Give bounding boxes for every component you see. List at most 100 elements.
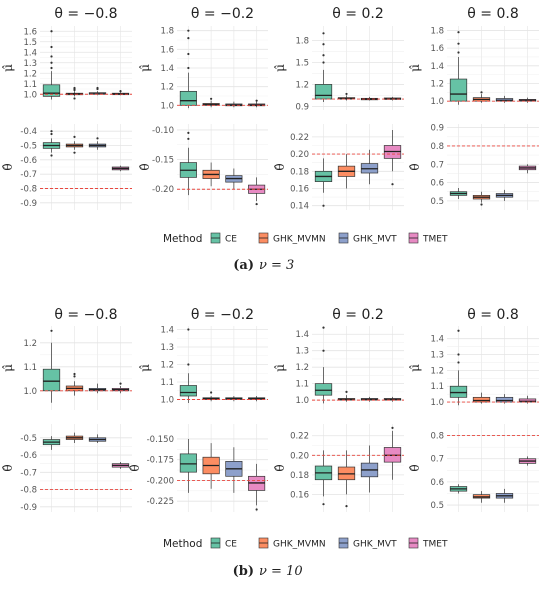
box-CE [449, 484, 468, 494]
panel-title: θ = 0.2 [332, 6, 383, 22]
panel-theta-col1: -0.150 -0.175 -0.200 -0.225 θ̂ [128, 424, 268, 512]
outlier-point [345, 505, 348, 508]
outlier-point [50, 132, 53, 136]
y-tick-label: 0.6 [430, 179, 444, 189]
outlier-point [187, 328, 190, 331]
legend-item-GHK_MVMN: GHK_MVMN [258, 537, 326, 550]
outlier-point [391, 183, 394, 186]
y-tick-label: 1.4 [160, 64, 174, 74]
y-tick-label: -0.5 [20, 434, 37, 444]
y-axis-label: μ̂ [408, 64, 422, 72]
legend-label: GHK_MVT [353, 235, 397, 245]
y-axis-label: θ̂ [273, 163, 287, 170]
box-CE [179, 131, 197, 196]
outlier-point [480, 203, 483, 206]
outlier-point [480, 91, 483, 94]
caption: (a) ν = 3 [233, 258, 294, 273]
y-tick-label: -0.225 [147, 497, 174, 507]
y-tick-label: 1.0 [160, 396, 174, 406]
outlier-point [50, 45, 53, 49]
y-tick-label: 1.2 [295, 80, 309, 90]
outlier-point [322, 326, 325, 329]
outlier-point [187, 137, 190, 140]
y-tick-label: 0.7 [430, 455, 444, 465]
panel-theta-col3: 0.9 0.8 0.7 0.6 0.5 θ̂ [408, 124, 539, 210]
y-tick-label: 1.2 [160, 83, 174, 93]
y-tick-label: -0.200 [147, 476, 174, 486]
legend: Method CE GHK_MVMN GHK_MVT TMET [163, 232, 448, 245]
caption-label: (a) [233, 258, 254, 273]
outlier-point [73, 86, 76, 90]
box-GHK_MVMN [337, 390, 356, 402]
box-TMET [518, 164, 537, 174]
outlier-point [255, 202, 258, 206]
y-axis-label: μ̂ [138, 364, 152, 372]
y-axis-label: μ̂ [1, 364, 15, 372]
y-tick-label: 1.2 [23, 69, 37, 79]
outlier-point [73, 375, 76, 378]
legend-item-GHK_MVMN: GHK_MVMN [258, 232, 326, 245]
y-tick-label: 0.20 [290, 451, 309, 461]
y-tick-label: 0.22 [290, 133, 309, 143]
box-CE [42, 436, 61, 450]
box-CE [179, 29, 197, 109]
panel-title: θ = 0.8 [467, 6, 518, 22]
y-tick-label: 1.8 [295, 37, 309, 47]
legend-label: GHK_MVMN [273, 235, 326, 245]
panel-mu-col2: 0.9 1.2 1.5 1.8 μ̂ [273, 26, 404, 112]
legend-item-CE: CE [210, 232, 237, 245]
panel-theta-col0: -0.4 -0.5 -0.6 -0.7 -0.8 -0.9 θ̂ [1, 124, 132, 210]
caption: (b) ν = 10 [233, 564, 303, 579]
y-tick-label: 1.0 [23, 90, 37, 100]
box-CE [314, 326, 333, 404]
box-iqr [42, 84, 61, 97]
outlier-point [187, 52, 190, 56]
y-tick-label: 0.9 [295, 102, 309, 112]
box-GHK_MVMN [202, 391, 220, 402]
panel-mu-col3: 1.0 1.2 1.4 1.6 1.8 μ̂ [408, 26, 539, 110]
panel-title: θ = −0.2 [191, 307, 254, 323]
y-tick-label: 1.1 [160, 378, 174, 388]
box-TMET [248, 463, 266, 511]
y-axis-label: μ̂ [273, 364, 287, 372]
outlier-point [322, 349, 325, 352]
y-tick-label: 1.2 [430, 366, 444, 376]
box-iqr [42, 368, 61, 392]
y-tick-label: -0.175 [147, 456, 174, 466]
panel-theta-col0: -0.5 -0.6 -0.7 -0.8 -0.9 θ̂ [1, 424, 132, 513]
y-tick-label: 0.9 [430, 124, 444, 134]
y-tick-label: 1.8 [160, 27, 174, 37]
y-tick-label: -0.6 [20, 156, 37, 166]
panel-mu-col0: 1.0 1.1 1.2 μ̂ [1, 326, 132, 410]
panel-theta-col2: 0.22 0.20 0.18 0.16 0.14 θ̂ [273, 124, 404, 212]
box-CE [314, 32, 333, 102]
box-iqr [472, 396, 491, 403]
panel-title: θ = 0.8 [467, 307, 518, 323]
outlier-point [50, 61, 53, 64]
box-iqr [314, 383, 333, 396]
panel-theta-col1: -0.10 -0.15 -0.20 θ̂ [138, 124, 268, 210]
panel-background [40, 326, 132, 410]
outlier-point [255, 508, 258, 511]
outlier-point [187, 29, 190, 32]
legend-item-GHK_MVT: GHK_MVT [338, 232, 397, 245]
y-tick-label: 1.3 [160, 343, 174, 353]
panel-title: θ = 0.2 [332, 307, 383, 323]
box-CE [314, 158, 333, 207]
box-TMET [111, 461, 130, 469]
outlier-point [96, 137, 99, 140]
y-tick-label: -0.9 [20, 503, 37, 513]
y-tick-label: 1.2 [430, 79, 444, 89]
y-tick-label: 1.6 [23, 27, 37, 37]
outlier-point [345, 92, 348, 96]
legend-label: TMET [422, 540, 448, 550]
panel-theta-col3: 0.8 0.7 0.6 0.5 θ̂ [408, 424, 539, 512]
box-GHK_MVT [360, 149, 379, 185]
box-GHK_MVMN [337, 154, 356, 189]
y-axis-label: θ̂ [138, 163, 152, 170]
panel-title: θ = −0.8 [54, 307, 117, 323]
outlier-point [255, 99, 258, 102]
legend: Method CE GHK_MVMN GHK_MVT TMET [163, 537, 448, 550]
y-tick-label: -0.6 [20, 451, 37, 461]
